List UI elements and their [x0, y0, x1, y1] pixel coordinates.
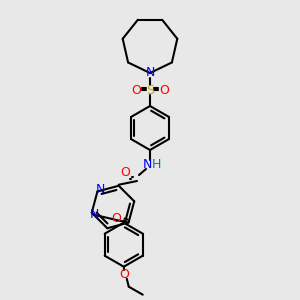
- Text: N: N: [96, 183, 105, 196]
- Text: O: O: [131, 83, 141, 97]
- Text: N: N: [90, 208, 99, 221]
- Text: O: O: [159, 83, 169, 97]
- Text: S: S: [146, 83, 154, 97]
- Text: N: N: [142, 158, 152, 172]
- Text: H: H: [151, 158, 161, 172]
- Text: O: O: [120, 167, 130, 179]
- Text: O: O: [112, 212, 122, 225]
- Text: O: O: [119, 268, 129, 281]
- Text: N: N: [145, 67, 155, 80]
